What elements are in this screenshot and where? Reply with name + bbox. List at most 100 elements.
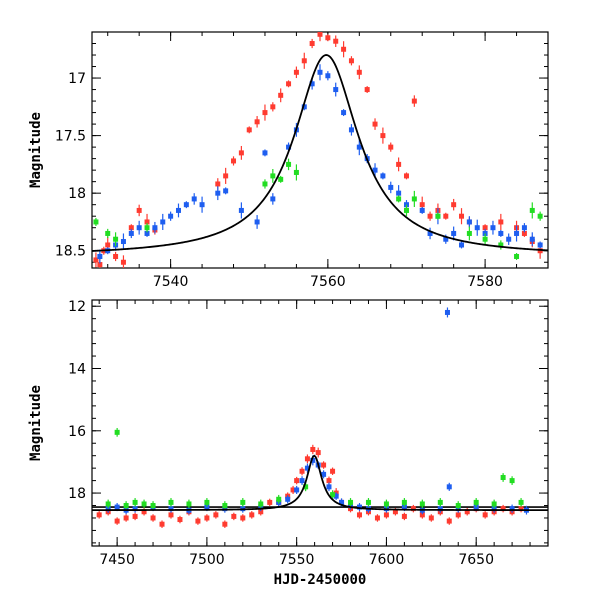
data-point bbox=[451, 202, 457, 208]
data-point bbox=[518, 506, 524, 512]
data-point bbox=[410, 506, 416, 512]
data-layer bbox=[92, 307, 548, 528]
data-point bbox=[310, 446, 316, 452]
data-point bbox=[509, 478, 515, 484]
data-point bbox=[466, 219, 472, 225]
data-point bbox=[128, 225, 134, 231]
data-point bbox=[204, 499, 210, 505]
data-point bbox=[258, 501, 264, 507]
data-point bbox=[123, 515, 129, 521]
data-point bbox=[309, 81, 315, 87]
data-point bbox=[267, 499, 273, 505]
data-point bbox=[317, 69, 323, 75]
data-point bbox=[286, 81, 292, 87]
data-point bbox=[482, 236, 488, 242]
data-point bbox=[427, 230, 433, 236]
data-point bbox=[141, 509, 147, 515]
data-point bbox=[435, 213, 441, 219]
data-point bbox=[303, 484, 309, 490]
data-point bbox=[152, 225, 158, 231]
data-point bbox=[388, 184, 394, 190]
x-tick-label: 7580 bbox=[467, 274, 503, 290]
data-point bbox=[356, 144, 362, 150]
data-point bbox=[341, 110, 347, 116]
data-point bbox=[380, 173, 386, 179]
data-point bbox=[114, 504, 120, 510]
data-point bbox=[537, 213, 543, 219]
data-point bbox=[514, 230, 520, 236]
data-point bbox=[330, 492, 336, 498]
data-point bbox=[132, 513, 138, 519]
data-point bbox=[204, 515, 210, 521]
data-point bbox=[473, 499, 479, 505]
data-point bbox=[428, 515, 434, 521]
y-tick-label: 17 bbox=[68, 71, 86, 87]
data-point bbox=[285, 496, 291, 502]
data-point bbox=[150, 515, 156, 521]
y-tick-label: 16 bbox=[68, 424, 86, 440]
data-point bbox=[500, 474, 506, 480]
data-point bbox=[518, 499, 524, 505]
data-point bbox=[136, 225, 142, 231]
data-point bbox=[258, 509, 264, 515]
data-point bbox=[160, 219, 166, 225]
data-point bbox=[222, 503, 228, 509]
y-tick-label: 18 bbox=[68, 186, 86, 202]
data-point bbox=[304, 456, 310, 462]
y-tick-label: 18 bbox=[68, 486, 86, 502]
data-point bbox=[144, 230, 150, 236]
data-point bbox=[141, 501, 147, 507]
data-point bbox=[383, 512, 389, 518]
data-point bbox=[128, 230, 134, 236]
data-point bbox=[437, 499, 443, 505]
data-point bbox=[144, 225, 150, 231]
x-tick-label: 7600 bbox=[369, 552, 405, 568]
data-point bbox=[326, 484, 332, 490]
data-point bbox=[451, 230, 457, 236]
data-point bbox=[183, 202, 189, 208]
data-point bbox=[419, 512, 425, 518]
data-point bbox=[199, 202, 205, 208]
data-point bbox=[301, 58, 307, 64]
data-point bbox=[132, 506, 138, 512]
data-point bbox=[396, 196, 402, 202]
data-point bbox=[168, 213, 174, 219]
data-point bbox=[113, 253, 119, 259]
data-point bbox=[223, 188, 229, 194]
data-point bbox=[333, 493, 339, 499]
data-point bbox=[372, 167, 378, 173]
data-point bbox=[120, 259, 126, 265]
data-point bbox=[498, 242, 504, 248]
data-point bbox=[114, 518, 120, 524]
data-point bbox=[159, 521, 165, 527]
data-point bbox=[290, 487, 296, 493]
data-point bbox=[446, 484, 452, 490]
data-point bbox=[443, 213, 449, 219]
data-point bbox=[411, 98, 417, 104]
data-point bbox=[325, 73, 331, 79]
data-point bbox=[315, 450, 321, 456]
data-point bbox=[175, 207, 181, 213]
x-tick-label: 7550 bbox=[279, 552, 315, 568]
data-point bbox=[529, 236, 535, 242]
data-point bbox=[330, 468, 336, 474]
bottom-panel: 7450 7500 7550 7600 7650 12 14 16 18 Magnitude HJD… bbox=[28, 299, 549, 588]
data-point bbox=[270, 104, 276, 110]
data-point bbox=[401, 513, 407, 519]
data-point bbox=[491, 501, 497, 507]
data-point bbox=[339, 499, 345, 505]
y-tick-label: 17.5 bbox=[55, 129, 86, 145]
data-point bbox=[120, 239, 126, 245]
data-point bbox=[186, 501, 192, 507]
data-point bbox=[364, 87, 370, 93]
data-point bbox=[498, 230, 504, 236]
data-point bbox=[411, 196, 417, 202]
data-point bbox=[392, 509, 398, 515]
data-point bbox=[294, 478, 300, 484]
data-point bbox=[113, 236, 119, 242]
data-point bbox=[333, 87, 339, 93]
data-point bbox=[419, 207, 425, 213]
data-point bbox=[270, 173, 276, 179]
data-point bbox=[514, 253, 520, 259]
data-point bbox=[403, 173, 409, 179]
